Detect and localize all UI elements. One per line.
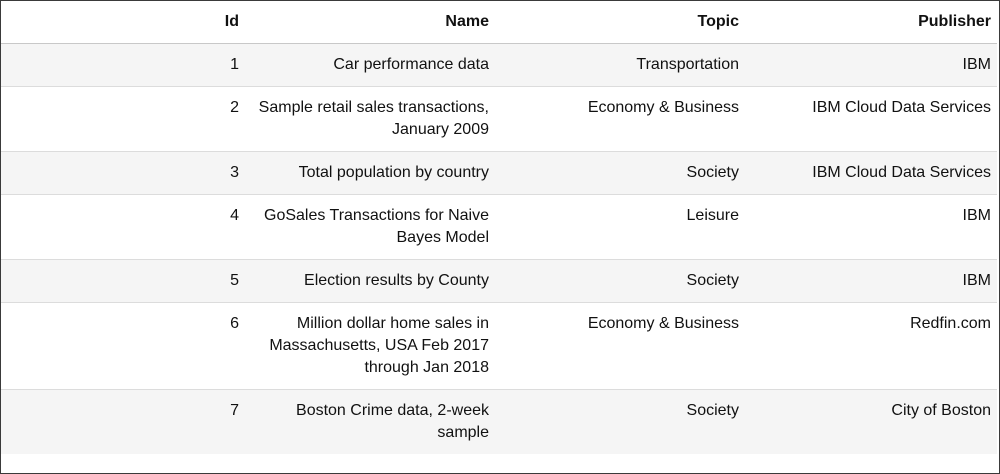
cell-name: GoSales Transactions for Naive Bayes Mod…	[245, 194, 495, 260]
cell-topic: Economy & Business	[495, 302, 745, 390]
table-row: 6 Million dollar home sales in Massachus…	[1, 302, 997, 390]
table-row: 1 Car performance data Transportation IB…	[1, 43, 997, 87]
table-row: 3 Total population by country Society IB…	[1, 151, 997, 195]
table-row: 7 Boston Crime data, 2-week sample Socie…	[1, 389, 997, 454]
cell-name: Election results by County	[245, 259, 495, 303]
cell-name: Total population by country	[245, 151, 495, 195]
column-header-name: Name	[245, 1, 495, 44]
cell-name: Car performance data	[245, 43, 495, 87]
cell-publisher: IBM Cloud Data Services	[745, 86, 997, 152]
column-header-topic: Topic	[495, 1, 745, 44]
cell-id: 6	[1, 302, 245, 390]
cell-publisher: IBM	[745, 194, 997, 260]
column-header-id: Id	[1, 1, 245, 44]
table-row: 4 GoSales Transactions for Naive Bayes M…	[1, 194, 997, 260]
cell-topic: Society	[495, 151, 745, 195]
cell-publisher: IBM	[745, 259, 997, 303]
table-row: 2 Sample retail sales transactions, Janu…	[1, 86, 997, 152]
cell-name: Boston Crime data, 2-week sample	[245, 389, 495, 454]
cell-publisher: IBM	[745, 43, 997, 87]
cell-id: 2	[1, 86, 245, 152]
cell-topic: Society	[495, 389, 745, 454]
cell-id: 3	[1, 151, 245, 195]
table-header-row: Id Name Topic Publisher	[1, 1, 997, 44]
cell-topic: Economy & Business	[495, 86, 745, 152]
table-row: 5 Election results by County Society IBM	[1, 259, 997, 303]
cell-publisher: City of Boston	[745, 389, 997, 454]
cell-topic: Transportation	[495, 43, 745, 87]
cell-publisher: Redfin.com	[745, 302, 997, 390]
cell-topic: Society	[495, 259, 745, 303]
column-header-publisher: Publisher	[745, 1, 997, 44]
cell-id: 7	[1, 389, 245, 454]
cell-topic: Leisure	[495, 194, 745, 260]
cell-name: Sample retail sales transactions, Januar…	[245, 86, 495, 152]
cell-id: 4	[1, 194, 245, 260]
cell-publisher: IBM Cloud Data Services	[745, 151, 997, 195]
cell-id: 5	[1, 259, 245, 303]
cell-id: 1	[1, 43, 245, 87]
cell-name: Million dollar home sales in Massachuset…	[245, 302, 495, 390]
dataset-table: Id Name Topic Publisher 1 Car performanc…	[1, 1, 997, 454]
